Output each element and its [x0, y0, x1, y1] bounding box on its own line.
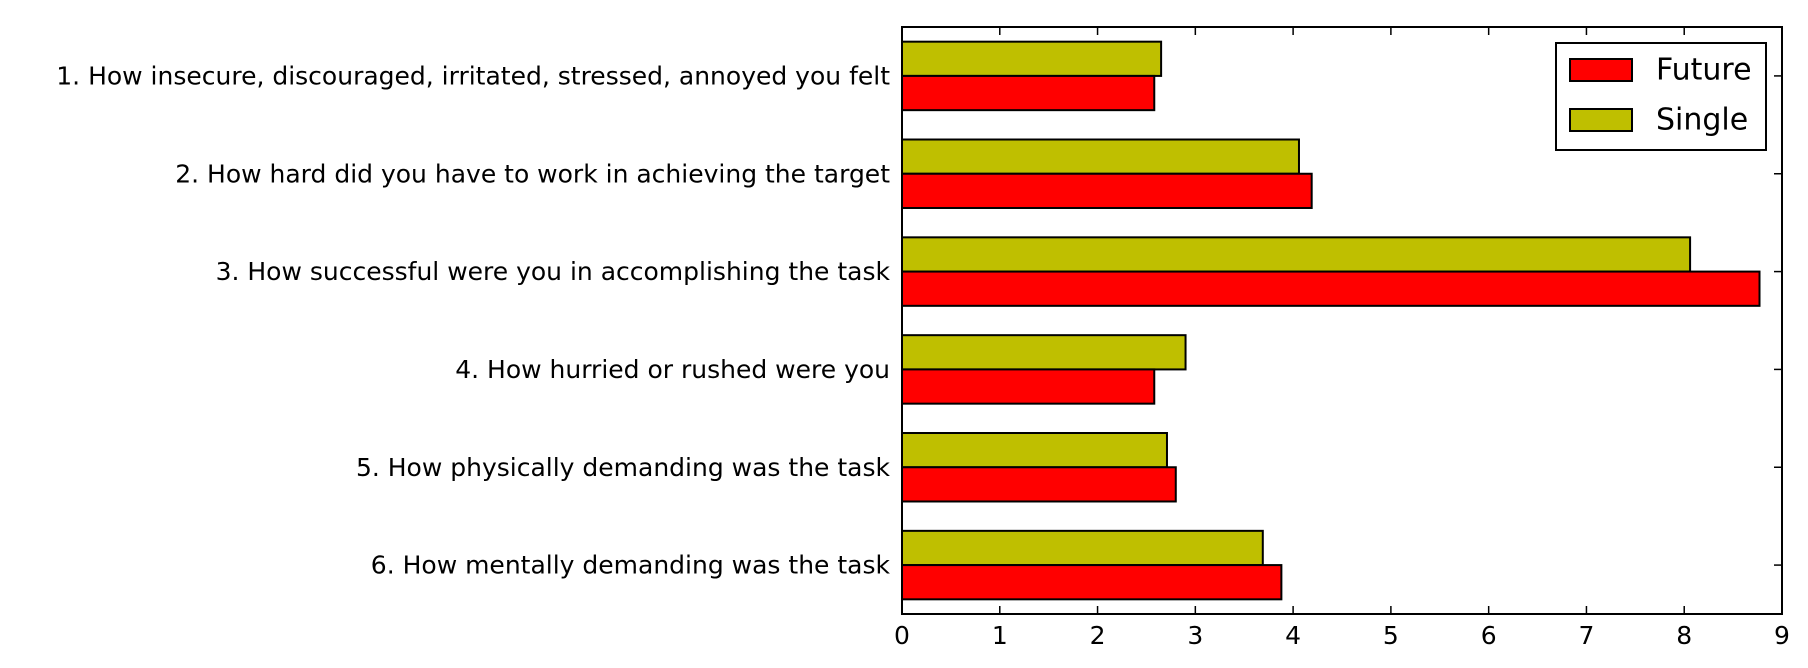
- bar-single: [901, 529, 1264, 567]
- legend-label-future: Future: [1656, 53, 1752, 88]
- category-label: 6. How mentally demanding was the task: [371, 551, 891, 580]
- bar-future: [901, 74, 1156, 112]
- bar-single: [901, 138, 1300, 175]
- legend-swatch-future: [1569, 58, 1633, 82]
- category-label: 1. How insecure, discouraged, irritated,…: [56, 61, 890, 90]
- x-tick-label: 6: [1481, 621, 1497, 650]
- bar-future: [901, 564, 1283, 601]
- bars: [901, 40, 1761, 601]
- x-tick-label: 9: [1774, 621, 1790, 650]
- bar-future: [901, 270, 1761, 307]
- x-tick-label: 7: [1578, 621, 1594, 650]
- x-tick-label: 4: [1285, 621, 1301, 650]
- bar-future: [901, 466, 1177, 503]
- bar-single: [901, 432, 1168, 469]
- x-tick-label: 3: [1187, 621, 1203, 650]
- x-tick-label: 2: [1090, 621, 1106, 650]
- legend: Future Single: [1555, 42, 1767, 151]
- x-tick-label: 8: [1676, 621, 1692, 650]
- legend-label-single: Single: [1656, 103, 1748, 138]
- x-axis-ticks: 0 1 2 3 4 5 6 7 8 9: [894, 27, 1790, 650]
- plot-frame: [901, 26, 1783, 615]
- category-label: 3. How successful were you in accomplish…: [216, 257, 891, 286]
- x-tick-label: 1: [992, 621, 1008, 650]
- category-labels: 1. How insecure, discouraged, irritated,…: [56, 61, 890, 579]
- bar-future: [901, 368, 1156, 405]
- x-tick-label: 5: [1383, 621, 1399, 650]
- category-label: 4. How hurried or rushed were you: [455, 355, 890, 384]
- bar-future: [901, 172, 1313, 209]
- bar-single: [901, 40, 1163, 77]
- bar-single: [901, 334, 1187, 371]
- x-tick-label: 0: [894, 621, 910, 650]
- bar-single: [901, 236, 1692, 273]
- category-label: 5. How physically demanding was the task: [356, 453, 891, 482]
- category-label: 2. How hard did you have to work in achi…: [175, 159, 890, 188]
- legend-swatch-single: [1569, 108, 1633, 132]
